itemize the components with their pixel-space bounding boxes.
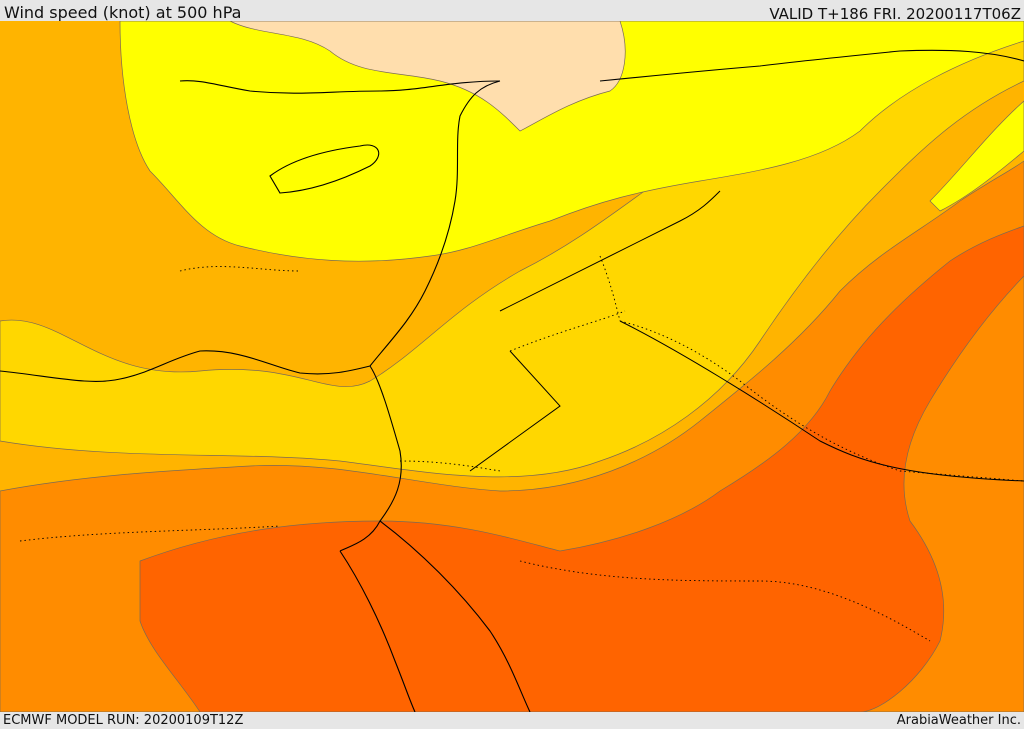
map-title: Wind speed (knot) at 500 hPa — [4, 3, 242, 22]
model-run: ECMWF MODEL RUN: 20200109T12Z — [3, 713, 244, 728]
wind-band-strong — [139, 225, 1024, 712]
coastlines — [0, 49, 1024, 712]
borders-solid — [469, 190, 1024, 482]
wind-band-yellow — [119, 21, 1024, 262]
jet-streak — [929, 100, 1024, 212]
valid-time: VALID T+186 FRI. 20200117T06Z — [769, 5, 1021, 23]
wind-band-low — [229, 21, 626, 132]
wind-speed-map — [0, 21, 1024, 712]
credit: ArabiaWeather Inc. — [896, 713, 1021, 728]
borders — [19, 255, 1024, 642]
